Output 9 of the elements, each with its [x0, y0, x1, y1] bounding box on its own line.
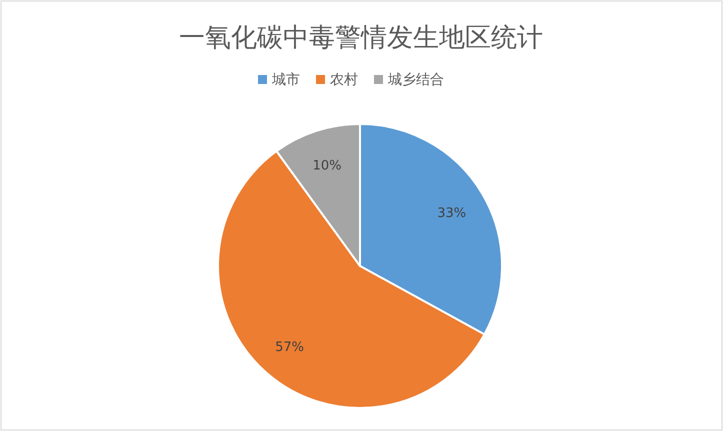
chart-title: 一氧化碳中毒警情发生地区统计: [179, 23, 543, 53]
legend-label: 城市: [271, 72, 300, 88]
legend-label: 农村: [330, 72, 358, 88]
pie-slice: [359, 123, 503, 336]
data-label: 33%: [437, 206, 466, 221]
legend-label: 城乡结合: [387, 72, 444, 88]
data-label: 10%: [312, 158, 342, 174]
data-label: 57%: [275, 340, 304, 355]
pie-slice: [276, 123, 361, 267]
